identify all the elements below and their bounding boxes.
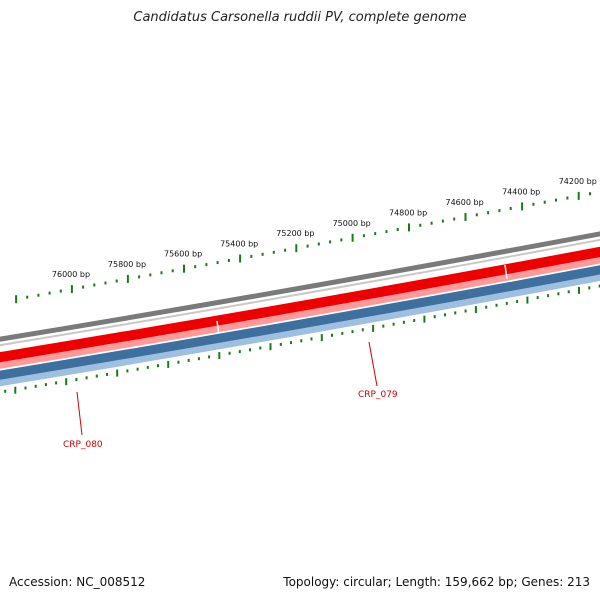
reverse-gene-track [0,265,600,380]
gene-boundary [216,320,220,336]
ruler-tick-label: 74400 bp [502,187,540,196]
ruler-tick-label: 76000 bp [52,270,90,279]
gene-label-crp-080: CRP_080 [63,440,103,450]
gene-label-leader [368,341,378,387]
ruler-tick-label: 74600 bp [446,198,484,207]
ruler-tick-label: 74200 bp [559,177,597,186]
gene-label-leader [76,391,83,436]
backbone-dark [0,231,600,342]
inner-tick-ruler [4,284,600,394]
ruler-tick-label: 75000 bp [333,219,371,228]
ruler-tick-label: 74800 bp [389,208,427,217]
ruler-tick-label: 75600 bp [164,250,202,259]
ruler-tick-label: 75800 bp [108,260,146,269]
outer-tick-ruler [15,191,591,304]
backbone-light [0,238,600,347]
gene-boundary [504,264,508,280]
ruler-labels: 76000 bp 75800 bp 75600 bp 75400 bp 75200 bp… [52,177,597,279]
topology-info: Topology: circular; Length: 159,662 bp; … [283,575,590,589]
accession-info: Accession: NC_008512 [9,575,146,589]
gene-label-crp-079: CRP_079 [358,390,398,400]
map-title: Candidatus Carsonella ruddii PV, complet… [133,10,467,25]
ruler-tick-label: 75200 bp [276,229,314,238]
forward-gene-track [0,246,600,363]
ruler-tick-label: 75400 bp [220,240,258,249]
